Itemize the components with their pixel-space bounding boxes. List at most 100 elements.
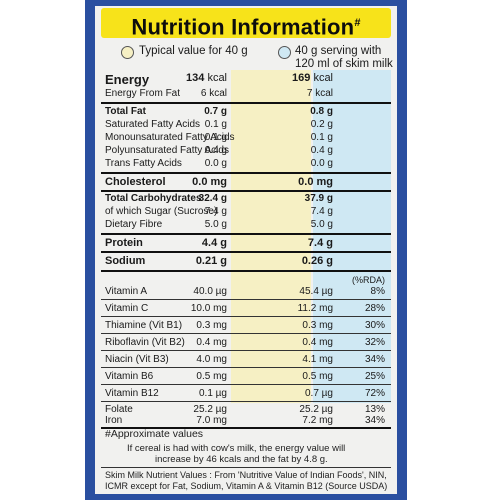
nutrition-title: Nutrition Information# — [101, 8, 391, 40]
legend-serving-line1: 40 g serving with — [295, 45, 382, 57]
energy-typical-number: 134 — [186, 72, 205, 84]
sodium-label: Sodium — [105, 255, 146, 267]
divider — [101, 427, 391, 429]
rda-header: (%RDA) — [352, 275, 385, 285]
divider — [101, 270, 391, 272]
divider — [101, 102, 391, 104]
energy-serving-value: 169 kcal — [292, 72, 333, 84]
fat-serving: 0.2 g — [310, 119, 333, 130]
footnote: #Approximate values — [105, 428, 204, 440]
fat-typical: 0.1 g — [204, 119, 227, 130]
vitamin-rda: 32% — [364, 337, 385, 348]
vitamin-typical: 0.3 mg — [196, 320, 227, 331]
divider — [101, 299, 391, 300]
vitamin-label: Riboflavin (Vit B2) — [105, 337, 185, 348]
sodium-typical: 0.21 g — [195, 255, 227, 267]
fat-serving: 0.0 g — [310, 158, 333, 169]
serving-value-swatch-icon — [278, 46, 291, 59]
vitamin-rda: 8% — [370, 286, 385, 297]
energy-label: Energy — [105, 72, 150, 87]
vitamin-typical: 0.1 µg — [198, 388, 227, 399]
vitamin-rda: 34% — [364, 354, 385, 365]
fat-serving: 0.4 g — [310, 145, 333, 156]
fat-typical: 0.0 g — [204, 158, 227, 169]
vitamin-rda: 25% — [364, 371, 385, 382]
energy-from-fat-serving: 7 kcal — [306, 88, 333, 99]
divider — [101, 384, 391, 385]
vitamin-serving: 45.4 µg — [299, 286, 333, 297]
vitamin-label: Vitamin B12 — [105, 388, 159, 399]
fat-label: Total Fat — [105, 106, 146, 117]
energy-from-fat-label: Energy From Fat — [105, 88, 181, 99]
vitamin-serving: 0.3 mg — [302, 320, 333, 331]
divider — [101, 251, 391, 253]
serving-value-column — [313, 70, 391, 403]
divider — [101, 233, 391, 235]
vitamin-typical: 0.4 mg — [196, 337, 227, 348]
title-mark: # — [354, 17, 361, 29]
title-text: Nutrition Information — [131, 14, 355, 40]
skim-milk-note-line2: ICMR except for Fat, Sodium, Vitamin A &… — [105, 481, 388, 491]
cow-milk-note-line2: increase by 46 kcals and the fat by 4.8 … — [155, 454, 328, 465]
carb-typical: 7.4 g — [204, 206, 227, 217]
energy-serving-number: 169 — [292, 72, 311, 84]
cow-milk-note-line1: If cereal is had with cow's milk, the en… — [127, 443, 346, 454]
vitamin-serving: 0.7 µg — [304, 388, 333, 399]
energy-serving-unit: kcal — [313, 72, 333, 84]
vitamin-label: Folate — [105, 404, 133, 415]
typical-value-column — [231, 70, 311, 403]
vitamin-serving: 11.2 mg — [297, 303, 333, 314]
divider — [101, 190, 391, 192]
fat-label: Polyunsaturated Fatty Acids — [105, 145, 229, 156]
fat-typical: 0.1 g — [204, 132, 227, 143]
vitamin-rda: 34% — [364, 415, 385, 426]
nutrition-panel: Nutrition Information# Typical value for… — [95, 6, 397, 494]
divider — [101, 350, 391, 351]
vitamin-typical: 10.0 mg — [190, 303, 227, 314]
vitamin-label: Vitamin C — [105, 303, 149, 314]
vitamin-typical: 40.0 µg — [193, 286, 227, 297]
vitamin-serving: 25.2 µg — [299, 404, 333, 415]
carb-label: Total Carbohydrates — [105, 193, 202, 204]
energy-from-fat-typical: 6 kcal — [200, 88, 227, 99]
fat-label: Saturated Fatty Acids — [105, 119, 201, 130]
divider — [101, 316, 391, 317]
divider — [101, 333, 391, 334]
carb-serving: 37.9 g — [304, 193, 333, 204]
fat-typical: 0.7 g — [204, 106, 227, 117]
vitamin-serving: 4.1 mg — [302, 354, 333, 365]
vitamin-label: Vitamin B6 — [105, 371, 154, 382]
divider — [101, 367, 391, 368]
carb-serving: 7.4 g — [310, 206, 333, 217]
vitamin-typical: 4.0 mg — [196, 354, 227, 365]
fat-serving: 0.8 g — [310, 106, 333, 117]
energy-typical-value: 134 kcal — [186, 72, 227, 84]
carb-label: Dietary Fibre — [105, 219, 163, 230]
vitamin-serving: 0.4 mg — [302, 337, 333, 348]
fat-typical: 0.4 g — [204, 145, 227, 156]
vitamin-label: Thiamine (Vit B1) — [105, 320, 183, 331]
vitamin-rda: 72% — [364, 388, 385, 399]
sodium-serving: 0.26 g — [301, 255, 333, 267]
legend-typical: Typical value for 40 g — [139, 45, 248, 57]
divider — [101, 401, 391, 402]
typical-value-swatch-icon — [121, 46, 134, 59]
cholesterol-serving: 0.0 mg — [298, 176, 333, 188]
cholesterol-label: Cholesterol — [105, 176, 166, 188]
vitamin-typical: 7.0 mg — [196, 415, 227, 426]
fat-label: Trans Fatty Acids — [105, 158, 182, 169]
fat-label: Monounsaturated Fatty Acids — [105, 132, 235, 143]
cholesterol-typical: 0.0 mg — [192, 176, 227, 188]
carb-typical: 32.4 g — [198, 193, 227, 204]
divider — [101, 172, 391, 174]
carb-serving: 5.0 g — [310, 219, 333, 230]
carb-label: of which Sugar (Sucrose) — [105, 206, 218, 217]
carb-typical: 5.0 g — [204, 219, 227, 230]
vitamin-rda: 13% — [364, 404, 385, 415]
skim-milk-note-line1: Skim Milk Nutrient Values : From 'Nutrit… — [105, 470, 387, 480]
vitamin-typical: 0.5 mg — [196, 371, 227, 382]
divider — [101, 467, 391, 468]
vitamin-rda: 30% — [364, 320, 385, 331]
fat-serving: 0.1 g — [310, 132, 333, 143]
energy-typical-unit: kcal — [207, 72, 227, 84]
